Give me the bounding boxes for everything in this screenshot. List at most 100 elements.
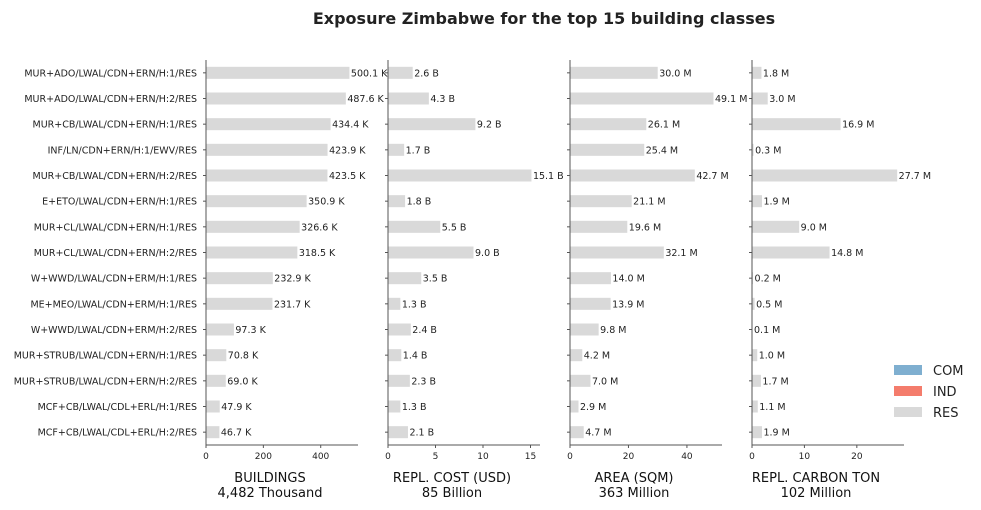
bar [570,169,695,182]
legend-label: IND [933,385,957,400]
bar-value-label: 423.5 K [329,171,366,182]
panel-total: 85 Billion [422,486,482,501]
bar [570,118,647,131]
bar-value-label: 13.9 M [612,299,644,310]
bar-value-label: 4.3 B [430,94,455,105]
bar-value-label: 350.9 K [308,197,345,208]
bar [206,272,273,285]
bar-value-label: 4.2 M [584,351,610,362]
bar [752,272,754,285]
bar-value-label: 1.0 M [759,351,785,362]
bar-value-label: 487.6 K [347,94,384,105]
bar [206,374,226,387]
bar-value-label: 2.9 M [580,402,606,413]
bar-value-label: 27.7 M [899,171,931,182]
bar [752,143,754,156]
bar [206,246,298,259]
bar-value-label: 318.5 K [299,248,336,259]
bar [570,323,599,336]
bar [570,400,579,413]
legend-label: RES [933,406,959,421]
bar [388,400,401,413]
bar-value-label: 0.1 M [754,325,780,336]
bar [388,374,410,387]
bar [206,220,300,233]
bar [570,143,645,156]
x-axis-label: REPL. COST (USD) [393,471,511,486]
bar-value-label: 1.1 M [759,402,785,413]
panel-total: 102 Million [781,486,852,501]
bar-value-label: 1.8 M [763,68,789,79]
bar-value-label: 32.1 M [665,248,697,259]
bar [752,66,762,79]
bar-value-label: 423.9 K [329,145,366,156]
legend-item-com: COM [894,364,964,379]
category-label: MCF+CB/LWAL/CDL+ERL/H:1/RES [38,402,197,413]
bar-value-label: 97.3 K [235,325,266,336]
category-label: ME+MEO/LWAL/CDN+ERM/H:1/RES [30,299,197,310]
category-label: MUR+CB/LWAL/CDN+ERN/H:1/RES [33,120,198,131]
bar [752,349,758,362]
bar [752,92,768,105]
bar-value-label: 69.0 K [227,376,258,387]
bar-value-label: 0.2 M [755,274,781,285]
x-tick-label: 15 [525,452,536,462]
bar [388,297,401,310]
bar [752,195,762,208]
bar [570,66,658,79]
bar-value-label: 9.2 B [477,120,502,131]
bar-value-label: 434.4 K [332,120,369,131]
x-tick-label: 0 [203,452,209,462]
bar-value-label: 1.7 B [406,145,431,156]
bar [388,246,474,259]
bar [388,426,408,439]
bar-value-label: 47.9 K [221,402,252,413]
panel-3: 30.0 M 49.1 M 26.1 M 25.4 M 42.7 M 21.1 M 19.6… [567,60,747,501]
category-label: MUR+STRUB/LWAL/CDN+ERN/H:2/RES [14,376,197,387]
category-label: W+WWD/LWAL/CDN+ERM/H:1/RES [31,274,197,285]
x-tick-label: 10 [799,452,811,462]
legend-label: COM [933,364,964,379]
bar [388,220,441,233]
bar [570,272,611,285]
panel-total: 4,482 Thousand [218,486,323,501]
legend-swatch [894,365,922,375]
bar-value-label: 326.6 K [301,222,338,233]
category-label: MUR+ADO/LWAL/CDN+ERN/H:2/RES [24,94,197,105]
bar-value-label: 2.6 B [414,68,439,79]
category-label: MUR+CL/LWAL/CDN+ERN/H:2/RES [34,248,197,259]
legend-swatch [894,407,922,417]
category-label: W+WWD/LWAL/CDN+ERM/H:2/RES [31,325,197,336]
category-label: INF/LN/CDN+ERN/H:1/EWV/RES [48,145,197,156]
bar [752,220,800,233]
x-tick-label: 10 [477,452,489,462]
bar [206,400,220,413]
bar [206,66,350,79]
bar [388,118,476,131]
bar-value-label: 15.1 B [533,171,564,182]
bar-value-label: 1.9 M [763,428,789,439]
legend-swatch [894,386,922,396]
bar-value-label: 30.0 M [659,68,691,79]
bar [206,297,273,310]
legend-item-ind: IND [894,385,957,400]
x-axis-label: BUILDINGS [234,471,305,486]
bar [206,349,227,362]
bar [752,297,755,310]
bar [570,349,583,362]
category-label: MUR+STRUB/LWAL/CDN+ERN/H:1/RES [14,351,197,362]
category-label: MUR+ADO/LWAL/CDN+ERN/H:1/RES [24,68,197,79]
bar [388,66,413,79]
bar-value-label: 1.9 M [763,197,789,208]
bar [752,118,841,131]
bar [206,323,234,336]
category-label: MCF+CB/LWAL/CDL+ERL/H:2/RES [38,428,197,439]
x-tick-label: 0 [567,452,573,462]
x-tick-label: 20 [851,452,863,462]
bar-value-label: 232.9 K [274,274,311,285]
bar-value-label: 14.8 M [831,248,863,259]
x-tick-label: 400 [312,452,329,462]
bar [206,169,328,182]
bar [752,426,762,439]
